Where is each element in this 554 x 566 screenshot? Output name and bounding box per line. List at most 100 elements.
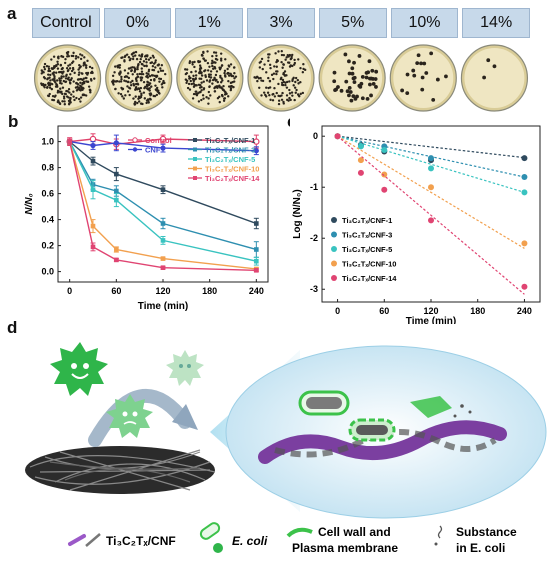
colony-dot bbox=[209, 70, 213, 73]
colony-dot bbox=[147, 58, 151, 61]
colony-dot bbox=[301, 91, 305, 95]
data-point bbox=[160, 145, 166, 151]
colony-dot bbox=[234, 75, 238, 78]
colony-dot bbox=[347, 86, 352, 90]
colony-dot bbox=[367, 59, 372, 64]
colony-dot bbox=[268, 80, 272, 83]
colony-dot bbox=[369, 93, 373, 98]
data-point bbox=[357, 143, 364, 150]
colony-dot bbox=[142, 60, 146, 63]
colony-dot bbox=[85, 66, 88, 69]
legend-label: Ti₃C₂Tₓ/CNF-14 bbox=[342, 274, 397, 283]
colony-dot bbox=[79, 77, 83, 81]
colony-dot bbox=[119, 92, 123, 96]
colony-dot bbox=[163, 81, 166, 85]
data-point bbox=[254, 221, 259, 226]
colony-dot bbox=[65, 51, 69, 55]
colony-dot bbox=[259, 76, 262, 80]
colony-dot bbox=[140, 78, 143, 82]
colony-dot bbox=[125, 53, 129, 56]
colony-dot bbox=[55, 83, 58, 86]
colony-dot bbox=[72, 95, 75, 98]
colony-dot bbox=[188, 77, 191, 80]
colony-dot bbox=[149, 94, 152, 97]
colony-dot bbox=[144, 57, 148, 61]
colony-dot bbox=[267, 53, 270, 56]
data-point bbox=[90, 187, 96, 192]
colony-dot bbox=[280, 98, 284, 101]
colony-dot bbox=[216, 86, 219, 89]
fit-line bbox=[337, 135, 525, 249]
colony-dot bbox=[145, 101, 148, 105]
colony-dot bbox=[281, 91, 284, 95]
colony-dot bbox=[285, 56, 288, 59]
colony-dot bbox=[360, 96, 365, 101]
colony-dot bbox=[77, 73, 81, 76]
colony-dot bbox=[75, 96, 78, 100]
colony-dot bbox=[70, 77, 73, 80]
colony-dot bbox=[146, 74, 149, 78]
lysed-rod-bacterium bbox=[410, 396, 472, 418]
colony-dot bbox=[192, 92, 196, 96]
data-point bbox=[160, 265, 166, 270]
colony-dot bbox=[262, 91, 266, 94]
x-axis-title: Time (min) bbox=[406, 316, 456, 324]
colony-dot bbox=[150, 74, 154, 77]
petri-dish-row bbox=[33, 44, 529, 112]
data-point bbox=[113, 140, 119, 146]
colony-dot bbox=[68, 79, 71, 82]
colony-dot bbox=[85, 64, 88, 67]
data-point bbox=[254, 268, 259, 273]
data-point bbox=[160, 256, 166, 261]
colony-dot bbox=[219, 81, 223, 84]
fit-line bbox=[337, 135, 525, 295]
legend-label: Ti₃C₂Tₓ/CNF-1 bbox=[342, 216, 392, 225]
colony-dot bbox=[231, 81, 234, 84]
legend-marker bbox=[132, 137, 138, 143]
colony-dot bbox=[78, 63, 81, 67]
colony-dot bbox=[47, 69, 50, 73]
colony-dot bbox=[140, 67, 143, 70]
colony-dot bbox=[157, 64, 160, 67]
colony-dot bbox=[84, 76, 87, 80]
y-tick-label: 0 bbox=[313, 131, 318, 141]
x-tick-label: 60 bbox=[379, 306, 389, 316]
colony-dot bbox=[58, 79, 62, 83]
colony-dot bbox=[290, 91, 294, 94]
colony-dot bbox=[291, 94, 294, 97]
colony-dot bbox=[49, 73, 52, 77]
colony-dot bbox=[332, 79, 337, 84]
colony-dot bbox=[123, 55, 127, 59]
colony-dot bbox=[139, 57, 142, 61]
colony-dot bbox=[203, 69, 206, 73]
colony-dot bbox=[136, 101, 139, 105]
colony-dot bbox=[412, 73, 417, 78]
colony-dot bbox=[111, 74, 115, 78]
intact-rod-bacterium bbox=[298, 390, 350, 416]
colony-dot bbox=[154, 61, 157, 64]
dish-label-1: 1% bbox=[175, 8, 244, 38]
colony-dot bbox=[145, 55, 149, 58]
colony-dot bbox=[272, 92, 275, 96]
colony-dot bbox=[282, 80, 286, 84]
colony-dot bbox=[50, 87, 54, 91]
colony-dot bbox=[196, 92, 200, 95]
colony-dot bbox=[213, 67, 217, 70]
colony-dot bbox=[185, 68, 189, 71]
colony-dot bbox=[281, 78, 285, 82]
panel-b-chart: 0 60 120 180 240 0.0 0.2 0.4 0.6 0.8 1.0 Time (min)… bbox=[20, 116, 275, 324]
colony-dot bbox=[226, 67, 229, 71]
colony-dot bbox=[486, 58, 491, 63]
colony-dot bbox=[59, 63, 63, 67]
colony-dot bbox=[55, 71, 58, 74]
x-tick-label: 120 bbox=[423, 306, 438, 316]
legend-label: Ti₃C₂Tₓ/CNF-3 bbox=[205, 145, 255, 154]
colony-dot bbox=[185, 71, 189, 75]
colony-dot bbox=[216, 80, 219, 84]
colony-dot bbox=[62, 97, 66, 100]
data-point bbox=[521, 189, 528, 196]
data-point bbox=[90, 158, 96, 164]
colony-dot bbox=[159, 67, 162, 70]
colony-dot bbox=[66, 55, 69, 58]
colony-dot bbox=[70, 61, 74, 65]
